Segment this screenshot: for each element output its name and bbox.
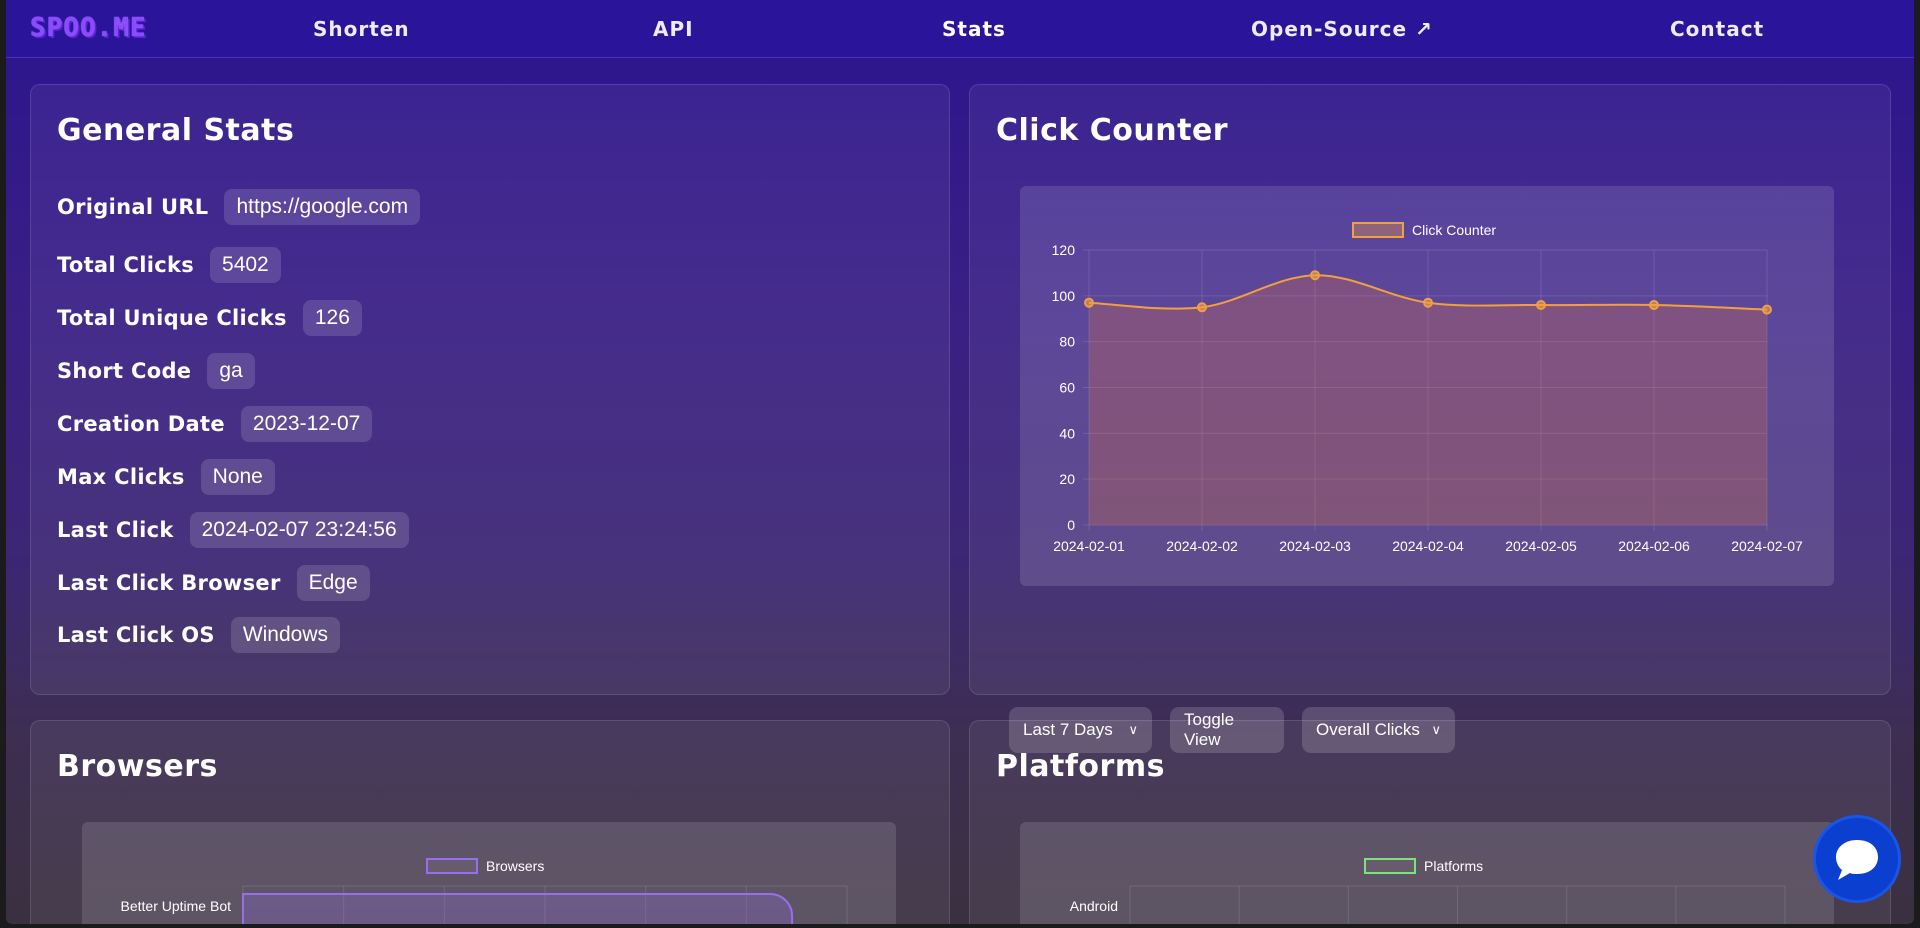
browsers-title: Browsers	[57, 749, 218, 784]
x-tick-label: 2024-02-02	[1166, 538, 1238, 554]
stat-label: Creation Date	[57, 412, 225, 436]
stat-value: None	[200, 459, 275, 495]
x-tick-label: 2024-02-07	[1731, 538, 1803, 554]
stat-row: Creation Date 2023-12-07	[57, 406, 373, 442]
stat-row: Last Click OS Windows	[57, 617, 341, 653]
x-tick-label: 2024-02-04	[1392, 538, 1464, 554]
stat-value: 5402	[210, 247, 281, 283]
stat-row: Short Code ga	[57, 353, 255, 389]
y-tick-label: Android	[1070, 898, 1118, 914]
general-stats-title: General Stats	[57, 113, 295, 148]
data-point	[1197, 302, 1207, 313]
navbar: SPOO.ME Shorten API Stats Open-Source ↗ …	[6, 0, 1914, 58]
y-tick-label: 20	[1059, 471, 1075, 487]
stat-row: Total Clicks 5402	[57, 247, 281, 283]
chat-bubble-icon	[1836, 840, 1878, 880]
browsers-chart-panel: Browsers Better Uptime Bot	[82, 822, 896, 924]
nav-api[interactable]: API	[653, 17, 694, 41]
stat-row: Original URL https://google.com	[57, 189, 421, 225]
legend-swatch	[1364, 858, 1416, 874]
data-point	[1310, 270, 1320, 281]
stat-value: 2023-12-07	[240, 406, 373, 442]
mode-select[interactable]: Overall Clicks ∨	[1302, 707, 1455, 753]
browsers-card: Browsers Browsers Better Uptime Bot	[30, 720, 950, 924]
y-tick-label: 120	[1052, 242, 1076, 258]
y-tick-label: 80	[1059, 334, 1075, 350]
stat-label: Total Clicks	[57, 253, 195, 277]
y-tick-label: 100	[1052, 288, 1076, 304]
x-tick-label: 2024-02-06	[1618, 538, 1690, 554]
legend-label: Platforms	[1424, 858, 1483, 874]
area-fill	[1089, 275, 1767, 525]
mode-select-value: Overall Clicks	[1316, 720, 1420, 739]
stat-label: Max Clicks	[57, 465, 185, 489]
chat-button[interactable]	[1816, 818, 1898, 900]
click-counter-title: Click Counter	[996, 113, 1229, 148]
stat-label: Short Code	[57, 359, 192, 383]
platforms-card: Platforms Platforms Android	[969, 720, 1891, 924]
nav-open-source[interactable]: Open-Source ↗	[1251, 17, 1433, 41]
stat-label: Last Click OS	[57, 623, 215, 647]
y-tick-label: 40	[1059, 425, 1075, 441]
stat-value: 126	[302, 300, 362, 336]
page-frame: SPOO.ME Shorten API Stats Open-Source ↗ …	[6, 0, 1914, 924]
toggle-view-button[interactable]: Toggle View	[1170, 707, 1284, 753]
data-point	[1762, 304, 1772, 315]
browsers-chart: Browsers Better Uptime Bot	[121, 858, 848, 924]
click-counter-card: Click Counter Click Counter 0 20 40 60 80 100 1…	[969, 84, 1891, 753]
data-point	[1536, 300, 1546, 310]
range-select[interactable]: Last 7 Days ∨	[1009, 707, 1152, 753]
stat-label: Last Click	[57, 518, 174, 542]
nav-stats[interactable]: Stats	[942, 17, 1006, 41]
data-point	[1084, 297, 1094, 308]
stat-row: Last Click 2024-02-07 23:24:56	[57, 512, 409, 548]
chevron-down-icon: ∨	[1128, 722, 1138, 737]
click-counter-chart: Click Counter 0 20 40 60 80 100 120 2024-02-01 20…	[1052, 222, 1803, 554]
range-select-value: Last 7 Days	[1023, 720, 1113, 739]
platforms-chart-panel: Platforms Android	[1020, 822, 1834, 924]
stat-label: Total Unique Clicks	[57, 306, 287, 330]
stat-row: Last Click Browser Edge	[57, 565, 370, 601]
stat-value: ga	[207, 353, 255, 389]
x-tick-label: 2024-02-05	[1505, 538, 1577, 554]
nav-shorten[interactable]: Shorten	[313, 17, 410, 41]
logo[interactable]: SPOO.ME	[30, 13, 147, 43]
legend-swatch	[426, 858, 478, 874]
platforms-title: Platforms	[996, 749, 1165, 784]
stat-label: Original URL	[57, 195, 209, 219]
x-tick-label: 2024-02-01	[1053, 538, 1125, 554]
stat-value: https://google.com	[224, 189, 421, 225]
platforms-chart: Platforms Android	[1070, 858, 1786, 924]
legend-label: Click Counter	[1412, 222, 1496, 238]
chevron-down-icon: ∨	[1431, 722, 1441, 737]
data-point	[1423, 297, 1433, 308]
y-tick-label: 60	[1059, 380, 1075, 396]
general-stats-card: General Stats Original URL https://google…	[30, 84, 950, 695]
y-tick-label: Better Uptime Bot	[121, 898, 232, 914]
stat-value: Windows	[230, 617, 341, 653]
nav-contact[interactable]: Contact	[1670, 17, 1765, 41]
stat-value: 2024-02-07 23:24:56	[189, 512, 409, 548]
stat-row: Max Clicks None	[57, 459, 275, 495]
stat-value: Edge	[296, 565, 370, 601]
stat-row: Total Unique Clicks 126	[57, 300, 362, 336]
bar	[242, 893, 794, 924]
legend-swatch	[1352, 222, 1404, 238]
click-chart-panel: Click Counter 0 20 40 60 80 100 120 2024-02-01 20…	[1020, 186, 1834, 586]
x-tick-label: 2024-02-03	[1279, 538, 1351, 554]
y-tick-label: 0	[1067, 517, 1075, 533]
stat-label: Last Click Browser	[57, 571, 281, 595]
legend-label: Browsers	[486, 858, 544, 874]
data-point	[1649, 300, 1659, 310]
